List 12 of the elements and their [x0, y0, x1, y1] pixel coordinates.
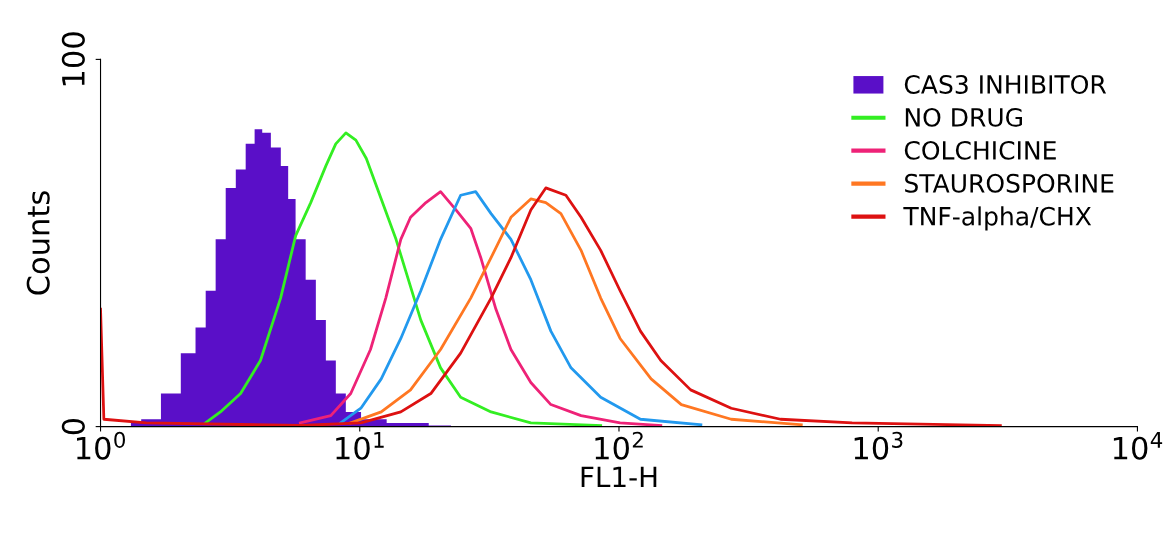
x-tick-label: 10$^{3}$: [854, 431, 903, 460]
legend-label: COLCHICINE: [904, 140, 1056, 160]
x-axis-title: FL1-H: [581, 466, 657, 487]
legend-label: STAUROSPORINE: [905, 173, 1114, 193]
x-tick-label: 10$^{2}$: [595, 431, 643, 460]
legend-label: NO DRUG: [905, 107, 1022, 127]
x-tick-label: 10$^{1}$: [336, 432, 384, 460]
legend-label: TNF-alpha/CHX: [903, 206, 1092, 231]
x-tick-label: 10$^{4}$: [1113, 432, 1163, 460]
legend-label: CAS3 INHIBITOR: [904, 75, 1107, 94]
y-axis-title: Counts: [26, 191, 50, 295]
y-tick-label: 100: [61, 32, 85, 86]
